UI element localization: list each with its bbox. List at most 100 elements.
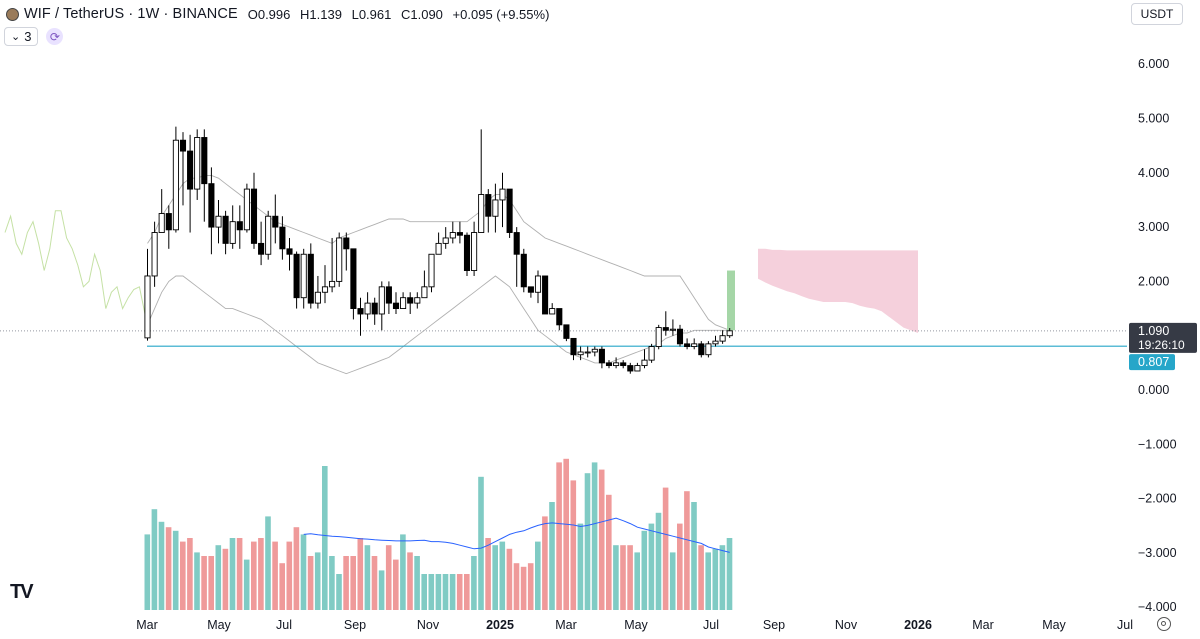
x-tick-label: Nov [835,618,858,632]
volume-bar [222,548,229,610]
candle-body [307,253,314,304]
candle-body [542,275,549,315]
indicators-toggle-button[interactable]: ⌄ 3 [4,27,39,46]
projection-bar [727,270,735,331]
volume-bar [385,545,392,610]
candle-body [691,343,698,348]
candle-body [513,232,520,255]
y-tick-label: 6.000 [1138,57,1169,71]
volume-bar [229,538,236,610]
candle-body [165,213,172,231]
volume-bar [307,556,314,610]
volume-bar [499,541,506,610]
candle-body [229,221,236,244]
candle-body [321,286,329,293]
volume-bar [265,516,271,610]
y-tick-label: 5.000 [1138,112,1169,126]
volume-bar [726,538,733,610]
candle-body [392,302,400,309]
sync-icon[interactable]: ⟳ [46,28,64,45]
baseline-tag-label: 0.807 [1138,355,1169,369]
volume-bar [435,574,442,610]
candle-body [364,302,371,315]
candle-body [414,297,421,304]
volume-bar [655,512,662,610]
volume-bar [620,545,626,610]
tradingview-logo-icon[interactable]: TV [10,581,34,603]
candle-body [527,286,534,293]
close-label: C [400,6,411,22]
baseline-tag [1129,354,1175,371]
x-tick-label: Sep [344,618,366,632]
candle-body [485,194,492,217]
countdown-label: 19:26:10 [1138,338,1185,352]
candle-body [598,348,605,364]
candle-body [655,327,662,348]
x-tick-label: 2025 [486,618,514,632]
candle-body [314,291,321,304]
x-tick-label: Jul [276,618,292,632]
candle-body [471,232,478,271]
volume-bar [428,574,435,610]
candle-body [179,139,187,152]
x-tick-label: Sep [763,618,785,632]
candle-body [400,297,407,310]
gear-icon[interactable] [1157,617,1171,631]
volume-bar [258,538,264,610]
volume-bar [201,556,207,610]
candle-body [343,237,350,250]
candle-body [719,335,726,342]
volume-bar [272,541,278,610]
candle-body [144,275,151,339]
candle-body [570,337,577,356]
volume-bar [506,548,513,610]
candle-body [172,139,179,231]
candle-body [492,199,499,217]
low-label: L [351,6,359,22]
candle-body [265,215,272,255]
indicators-count: 3 [24,29,32,44]
candle-body [151,232,158,277]
volume-bar [336,574,342,610]
candle-body [605,362,613,367]
x-tick-label: Mar [555,618,577,632]
candle-body [620,362,627,367]
candle-body [336,237,343,282]
volume-bar [293,527,300,610]
change-value: +0.095 (+9.55%) [452,6,550,22]
volume-bar [371,556,378,610]
candle-body [499,188,506,201]
candle-body [293,253,300,299]
x-tick-label: Jul [703,618,719,632]
candle-body [243,188,250,231]
candle-body [421,286,428,299]
candle-body [549,308,556,315]
y-tick-label: −3.000 [1138,546,1177,560]
currency-button[interactable]: USDT [1131,3,1183,25]
candle-body [520,253,527,288]
volume-bar [677,523,683,610]
low-value: 0.961 [358,6,392,22]
volume-bar [194,552,200,610]
x-tick-label: Mar [136,618,158,632]
volume-bar [485,538,491,610]
candle-body [194,137,201,190]
volume-bar [492,545,498,610]
high-value: 1.139 [309,6,342,22]
volume-bar [591,462,598,610]
candle-body [378,286,385,315]
volume-bar [570,480,577,610]
open-value: 0.996 [257,6,291,22]
volume-bar [393,559,399,610]
x-tick-label: Mar [972,618,994,632]
volume-bar [151,509,158,610]
volume-bar [165,527,172,610]
candle-body [726,330,733,337]
candle-body [187,150,194,190]
volume-bar [719,545,726,610]
volume-bar [378,570,385,610]
candle-body [456,232,463,236]
symbol-title[interactable]: WIF / TetherUS · 1W · BINANCE [24,6,238,22]
candle-body [272,215,279,228]
